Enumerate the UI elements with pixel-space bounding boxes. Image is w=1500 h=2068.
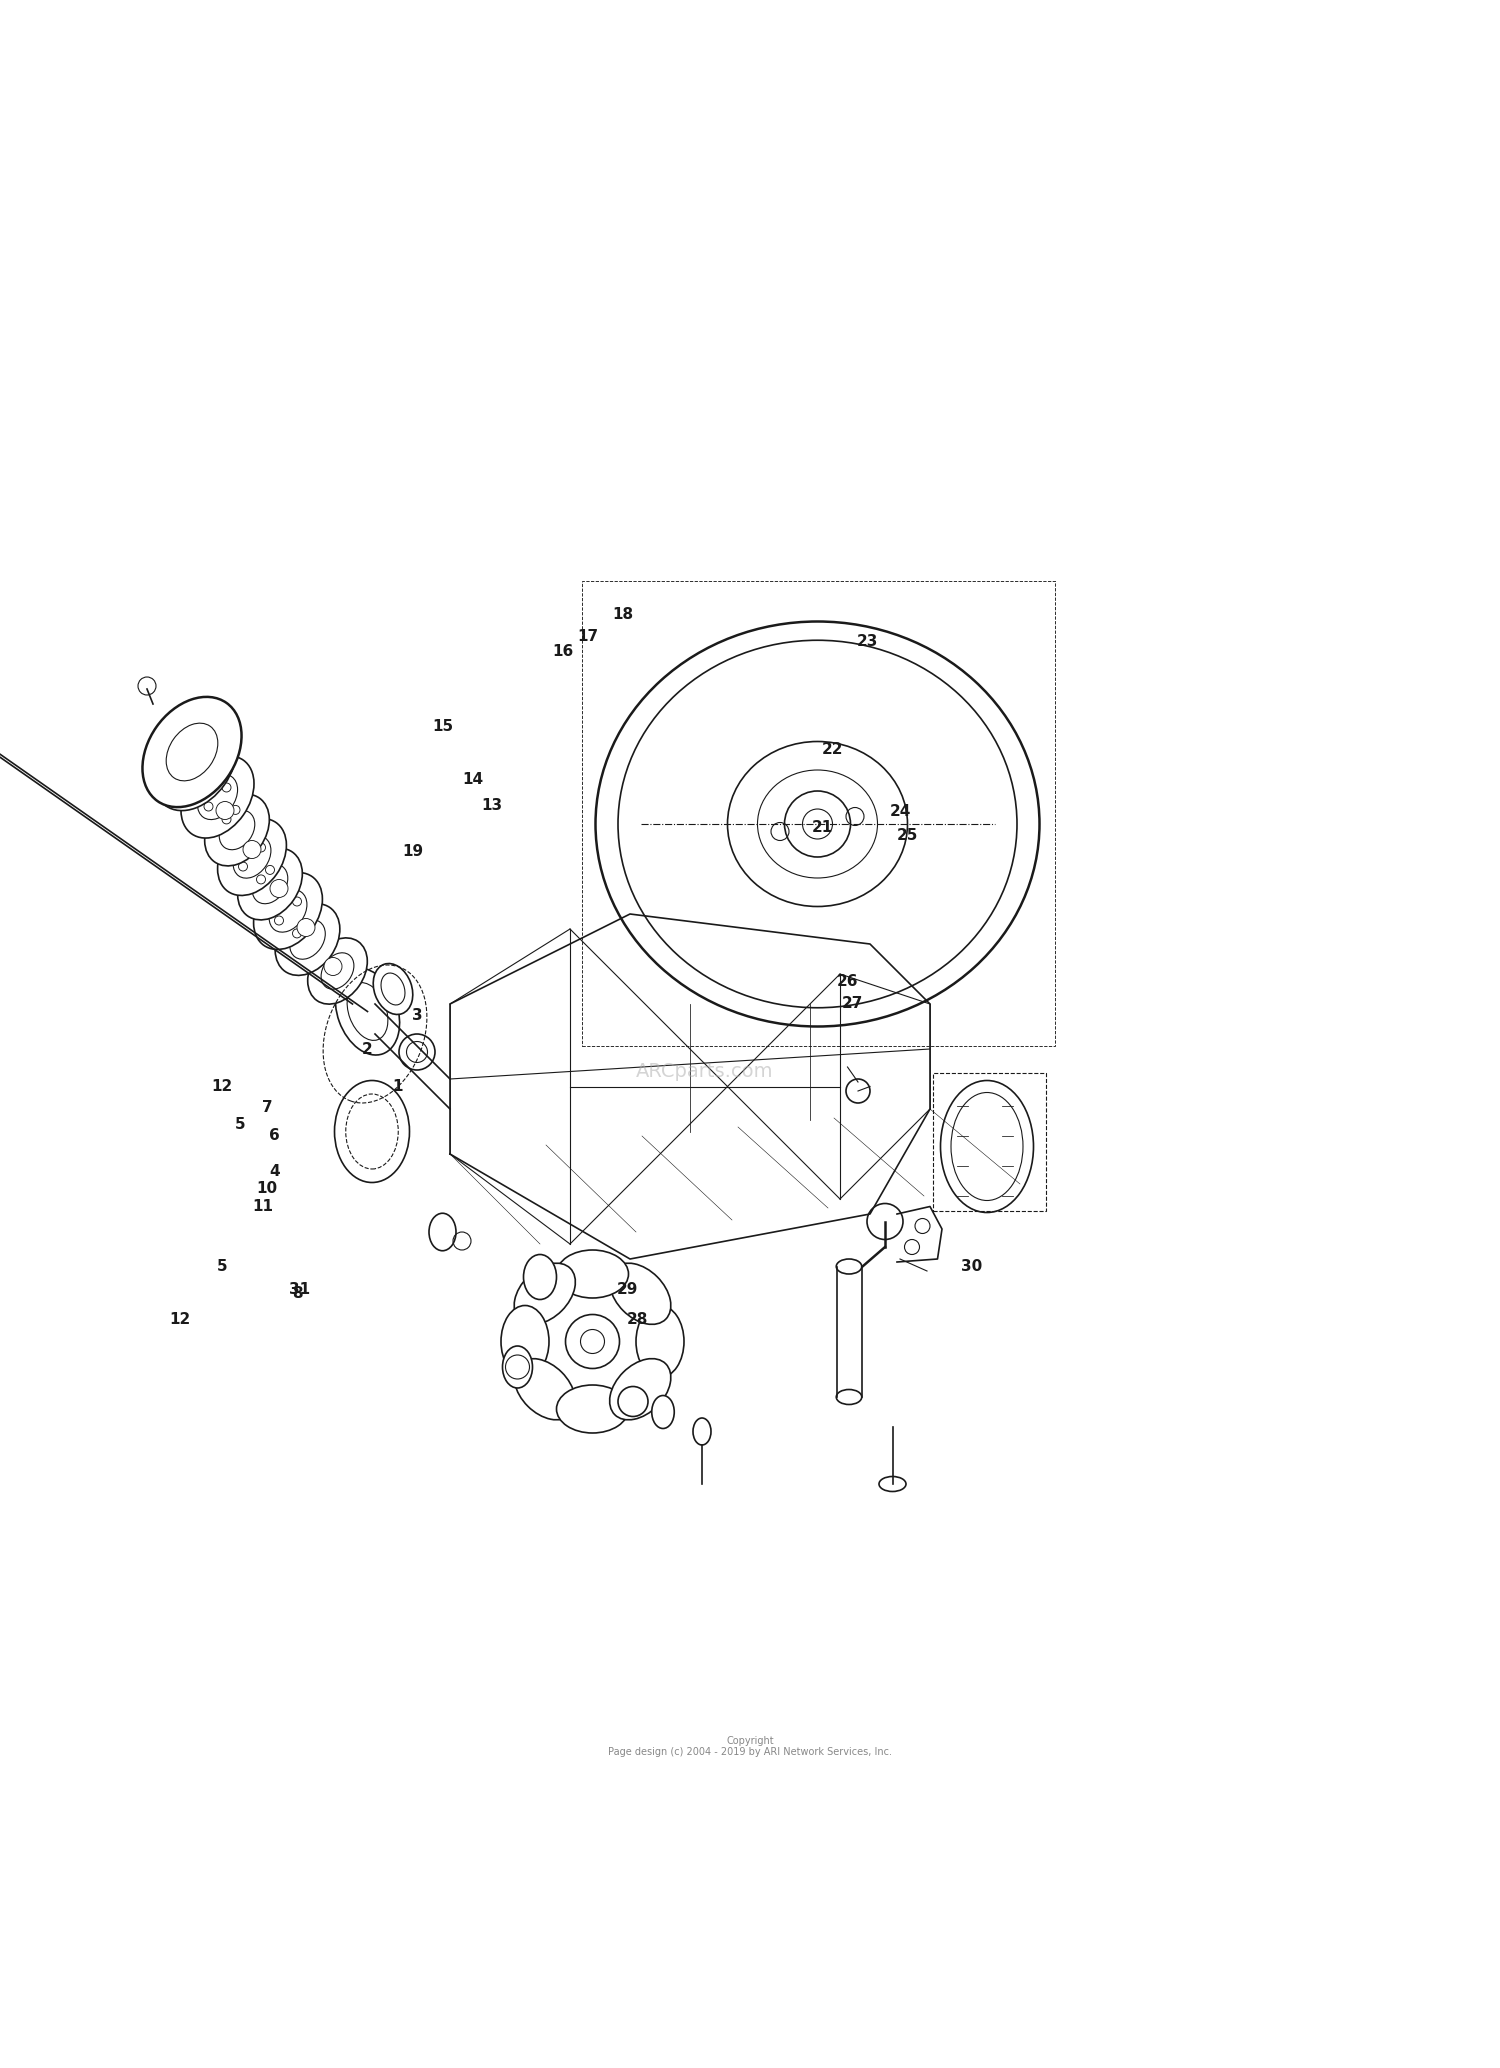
- Ellipse shape: [514, 1359, 576, 1421]
- Text: ARCparts.com: ARCparts.com: [636, 1063, 774, 1082]
- Text: 5: 5: [234, 1117, 246, 1131]
- Text: 8: 8: [291, 1286, 303, 1301]
- Text: 24: 24: [890, 804, 910, 819]
- Text: 16: 16: [552, 643, 573, 660]
- Text: 29: 29: [616, 1282, 638, 1297]
- Text: Copyright
Page design (c) 2004 - 2019 by ARI Network Services, Inc.: Copyright Page design (c) 2004 - 2019 by…: [608, 1735, 892, 1758]
- Circle shape: [238, 829, 248, 840]
- Text: 13: 13: [482, 798, 502, 813]
- Text: 1: 1: [393, 1079, 402, 1094]
- Circle shape: [302, 920, 310, 929]
- Text: 6: 6: [268, 1129, 280, 1144]
- Ellipse shape: [237, 848, 303, 920]
- Circle shape: [266, 864, 274, 875]
- Circle shape: [209, 773, 218, 782]
- Ellipse shape: [693, 1419, 711, 1446]
- Ellipse shape: [524, 1255, 556, 1299]
- Text: 15: 15: [432, 720, 453, 734]
- Text: 4: 4: [268, 1164, 280, 1179]
- Circle shape: [618, 1386, 648, 1417]
- Ellipse shape: [728, 742, 908, 906]
- Circle shape: [256, 844, 265, 852]
- Circle shape: [182, 736, 190, 747]
- Circle shape: [784, 790, 850, 856]
- Ellipse shape: [636, 1305, 684, 1377]
- Circle shape: [222, 815, 231, 823]
- Text: 28: 28: [627, 1311, 648, 1326]
- Ellipse shape: [556, 1249, 628, 1299]
- Text: 12: 12: [170, 1311, 190, 1326]
- Ellipse shape: [142, 697, 242, 807]
- Ellipse shape: [503, 1346, 532, 1388]
- Ellipse shape: [182, 757, 254, 838]
- Circle shape: [200, 782, 208, 790]
- Ellipse shape: [204, 794, 270, 866]
- Text: 12: 12: [211, 1079, 232, 1094]
- Ellipse shape: [651, 1396, 675, 1429]
- Ellipse shape: [153, 718, 237, 811]
- Text: 18: 18: [612, 606, 633, 622]
- Circle shape: [216, 802, 234, 819]
- Circle shape: [172, 747, 182, 755]
- Ellipse shape: [556, 1386, 628, 1433]
- Ellipse shape: [514, 1264, 576, 1324]
- Ellipse shape: [217, 819, 286, 895]
- Circle shape: [195, 780, 204, 788]
- Circle shape: [274, 916, 284, 924]
- Text: 3: 3: [411, 1009, 423, 1024]
- Ellipse shape: [374, 964, 413, 1015]
- Ellipse shape: [836, 1390, 861, 1404]
- Circle shape: [274, 885, 284, 893]
- Text: 21: 21: [812, 819, 832, 835]
- Circle shape: [256, 875, 265, 883]
- Circle shape: [270, 879, 288, 898]
- Text: 26: 26: [837, 974, 858, 989]
- Circle shape: [182, 769, 190, 778]
- Text: 17: 17: [578, 629, 598, 643]
- Circle shape: [138, 676, 156, 695]
- Ellipse shape: [609, 1264, 670, 1324]
- Ellipse shape: [429, 1214, 456, 1251]
- Bar: [933, 1073, 1046, 1212]
- Text: 10: 10: [256, 1181, 278, 1195]
- Circle shape: [292, 898, 302, 906]
- Circle shape: [266, 893, 274, 902]
- Ellipse shape: [274, 904, 340, 976]
- Text: 22: 22: [822, 742, 843, 757]
- Text: 2: 2: [362, 1042, 374, 1057]
- Circle shape: [222, 784, 231, 792]
- Circle shape: [324, 957, 342, 976]
- Ellipse shape: [501, 1305, 549, 1377]
- Ellipse shape: [336, 968, 399, 1055]
- Text: 31: 31: [290, 1282, 310, 1297]
- Circle shape: [204, 769, 213, 780]
- Text: 19: 19: [402, 844, 423, 858]
- Circle shape: [297, 918, 315, 937]
- Text: 14: 14: [462, 771, 483, 786]
- Text: 30: 30: [962, 1259, 982, 1274]
- Text: 25: 25: [897, 829, 918, 844]
- Circle shape: [238, 862, 248, 871]
- Text: 7: 7: [261, 1100, 273, 1115]
- Bar: [582, 581, 1054, 1046]
- Ellipse shape: [254, 873, 322, 949]
- Circle shape: [231, 804, 240, 815]
- Circle shape: [243, 840, 261, 858]
- Text: 27: 27: [842, 997, 862, 1011]
- Circle shape: [867, 1204, 903, 1239]
- Circle shape: [189, 763, 207, 780]
- Circle shape: [292, 929, 302, 939]
- Ellipse shape: [609, 1359, 670, 1421]
- Ellipse shape: [879, 1477, 906, 1491]
- Circle shape: [204, 802, 213, 811]
- Ellipse shape: [308, 939, 368, 1005]
- Circle shape: [230, 840, 238, 848]
- Circle shape: [846, 1079, 870, 1102]
- Circle shape: [566, 1315, 620, 1369]
- Text: 23: 23: [856, 633, 877, 649]
- Text: 5: 5: [216, 1259, 228, 1274]
- Text: 11: 11: [252, 1199, 273, 1214]
- Circle shape: [200, 751, 208, 759]
- Circle shape: [399, 1034, 435, 1069]
